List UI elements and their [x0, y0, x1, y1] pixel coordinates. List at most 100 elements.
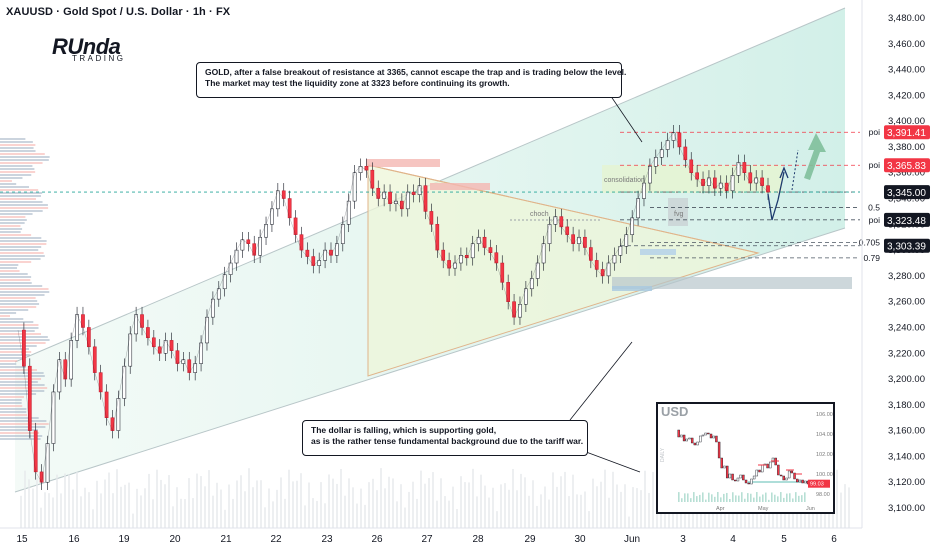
volume-bar	[192, 498, 194, 528]
volume-bar	[248, 468, 250, 528]
inset-volume-bar	[732, 492, 734, 502]
volume-bar	[228, 484, 230, 528]
inset-candle	[725, 465, 729, 479]
volume-bar	[612, 471, 614, 528]
volume-bar	[332, 478, 334, 528]
inset-candle	[755, 469, 759, 477]
profile-bar	[0, 279, 31, 281]
inset-x-tick: Jun	[806, 506, 815, 512]
inset-candle	[717, 441, 721, 459]
inset-last-tag	[808, 479, 830, 488]
candle-body	[252, 243, 257, 256]
x-tick-label: 19	[118, 534, 130, 545]
candle-body	[275, 190, 280, 210]
volume-bar	[356, 503, 358, 528]
inset-volume-bar	[747, 493, 749, 502]
brand-logo: RUnda	[52, 34, 121, 59]
volume-bar	[440, 478, 442, 528]
inset-volume-bar	[687, 493, 689, 502]
candle-body	[742, 162, 747, 173]
profile-bar	[0, 360, 18, 362]
volume-bar	[276, 489, 278, 528]
candle-body	[606, 262, 611, 277]
inset-volume-bar	[786, 493, 788, 502]
candle-body	[394, 200, 398, 204]
profile-bar	[0, 414, 28, 416]
profile-bar	[0, 390, 45, 392]
volume-bar	[88, 492, 90, 528]
inset-candle	[709, 433, 713, 439]
choch-label: choch	[530, 211, 549, 218]
volume-bar	[480, 474, 482, 528]
volume-bar	[124, 484, 126, 528]
price-tag-bg	[884, 212, 930, 227]
candle-body	[57, 359, 62, 393]
candle-body	[524, 288, 528, 305]
inset-candle	[699, 435, 702, 443]
callout-line: The dollar is falling, which is supporti…	[311, 425, 497, 435]
candle-body	[234, 249, 239, 264]
callout-line: as is the rather tense fundamental backg…	[311, 436, 584, 446]
candle-body	[22, 329, 26, 367]
volume-bar	[632, 487, 634, 528]
candle-body	[488, 247, 493, 253]
inset-volume-bar	[777, 496, 779, 502]
callout-line: GOLD, after a false breakout of resistan…	[205, 67, 627, 77]
volume-bar	[40, 507, 42, 528]
profile-bar	[0, 234, 32, 236]
profile-bar	[0, 141, 33, 143]
price-tag-text: 3,365.83	[887, 161, 926, 172]
profile-bar	[0, 363, 17, 365]
volume-bar	[644, 470, 646, 528]
volume-bar	[452, 486, 454, 528]
volume-bar	[184, 499, 186, 528]
candle-body	[39, 471, 44, 483]
inset-volume-bar	[705, 499, 707, 502]
candle-body	[577, 236, 581, 244]
volume-bar	[372, 478, 374, 528]
volume-bar	[548, 499, 550, 528]
inset-volume-bar	[798, 495, 800, 502]
candle-body	[559, 216, 564, 228]
volume-bar	[604, 469, 606, 528]
candle-body	[748, 172, 753, 184]
volume-bar	[128, 482, 130, 528]
profile-bar	[0, 420, 47, 422]
candle-body	[500, 262, 505, 283]
inset-candle	[680, 434, 683, 438]
volume-bar	[20, 495, 22, 528]
y-tick-label: 3,360.00	[888, 168, 925, 179]
candle-body	[423, 185, 428, 212]
x-tick-label: 30	[574, 534, 586, 545]
volume-bar	[840, 492, 842, 528]
candle-body	[211, 298, 215, 318]
volume-bar	[100, 493, 102, 528]
candle-body	[518, 304, 522, 318]
volume-bar	[424, 483, 426, 528]
volume-bar	[60, 493, 62, 528]
x-tick-label: 22	[270, 534, 282, 545]
y-tick-label: 3,380.00	[888, 142, 925, 153]
y-tick-label: 3,260.00	[888, 297, 925, 308]
price-tag: 3,303.39	[884, 238, 930, 253]
candle-body	[151, 337, 156, 348]
y-tick-label: 3,200.00	[888, 374, 925, 385]
volume-bar	[384, 488, 386, 528]
volume-bar	[140, 495, 142, 528]
volume-bar	[508, 489, 510, 528]
volume-bar	[48, 493, 50, 528]
volume-bar	[344, 495, 346, 528]
inset-candle	[798, 479, 802, 483]
volume-bar	[64, 473, 66, 528]
price-tag-bg	[884, 158, 930, 173]
inset-volume-bar	[735, 495, 737, 502]
volume-bar	[580, 494, 582, 528]
volume-bar	[32, 488, 34, 528]
inset-candle	[704, 432, 707, 436]
volume-bar	[600, 481, 602, 528]
volume-bar	[212, 495, 214, 528]
volume-bar	[148, 473, 150, 528]
volume-bar	[492, 487, 494, 528]
profile-bar	[0, 438, 41, 440]
